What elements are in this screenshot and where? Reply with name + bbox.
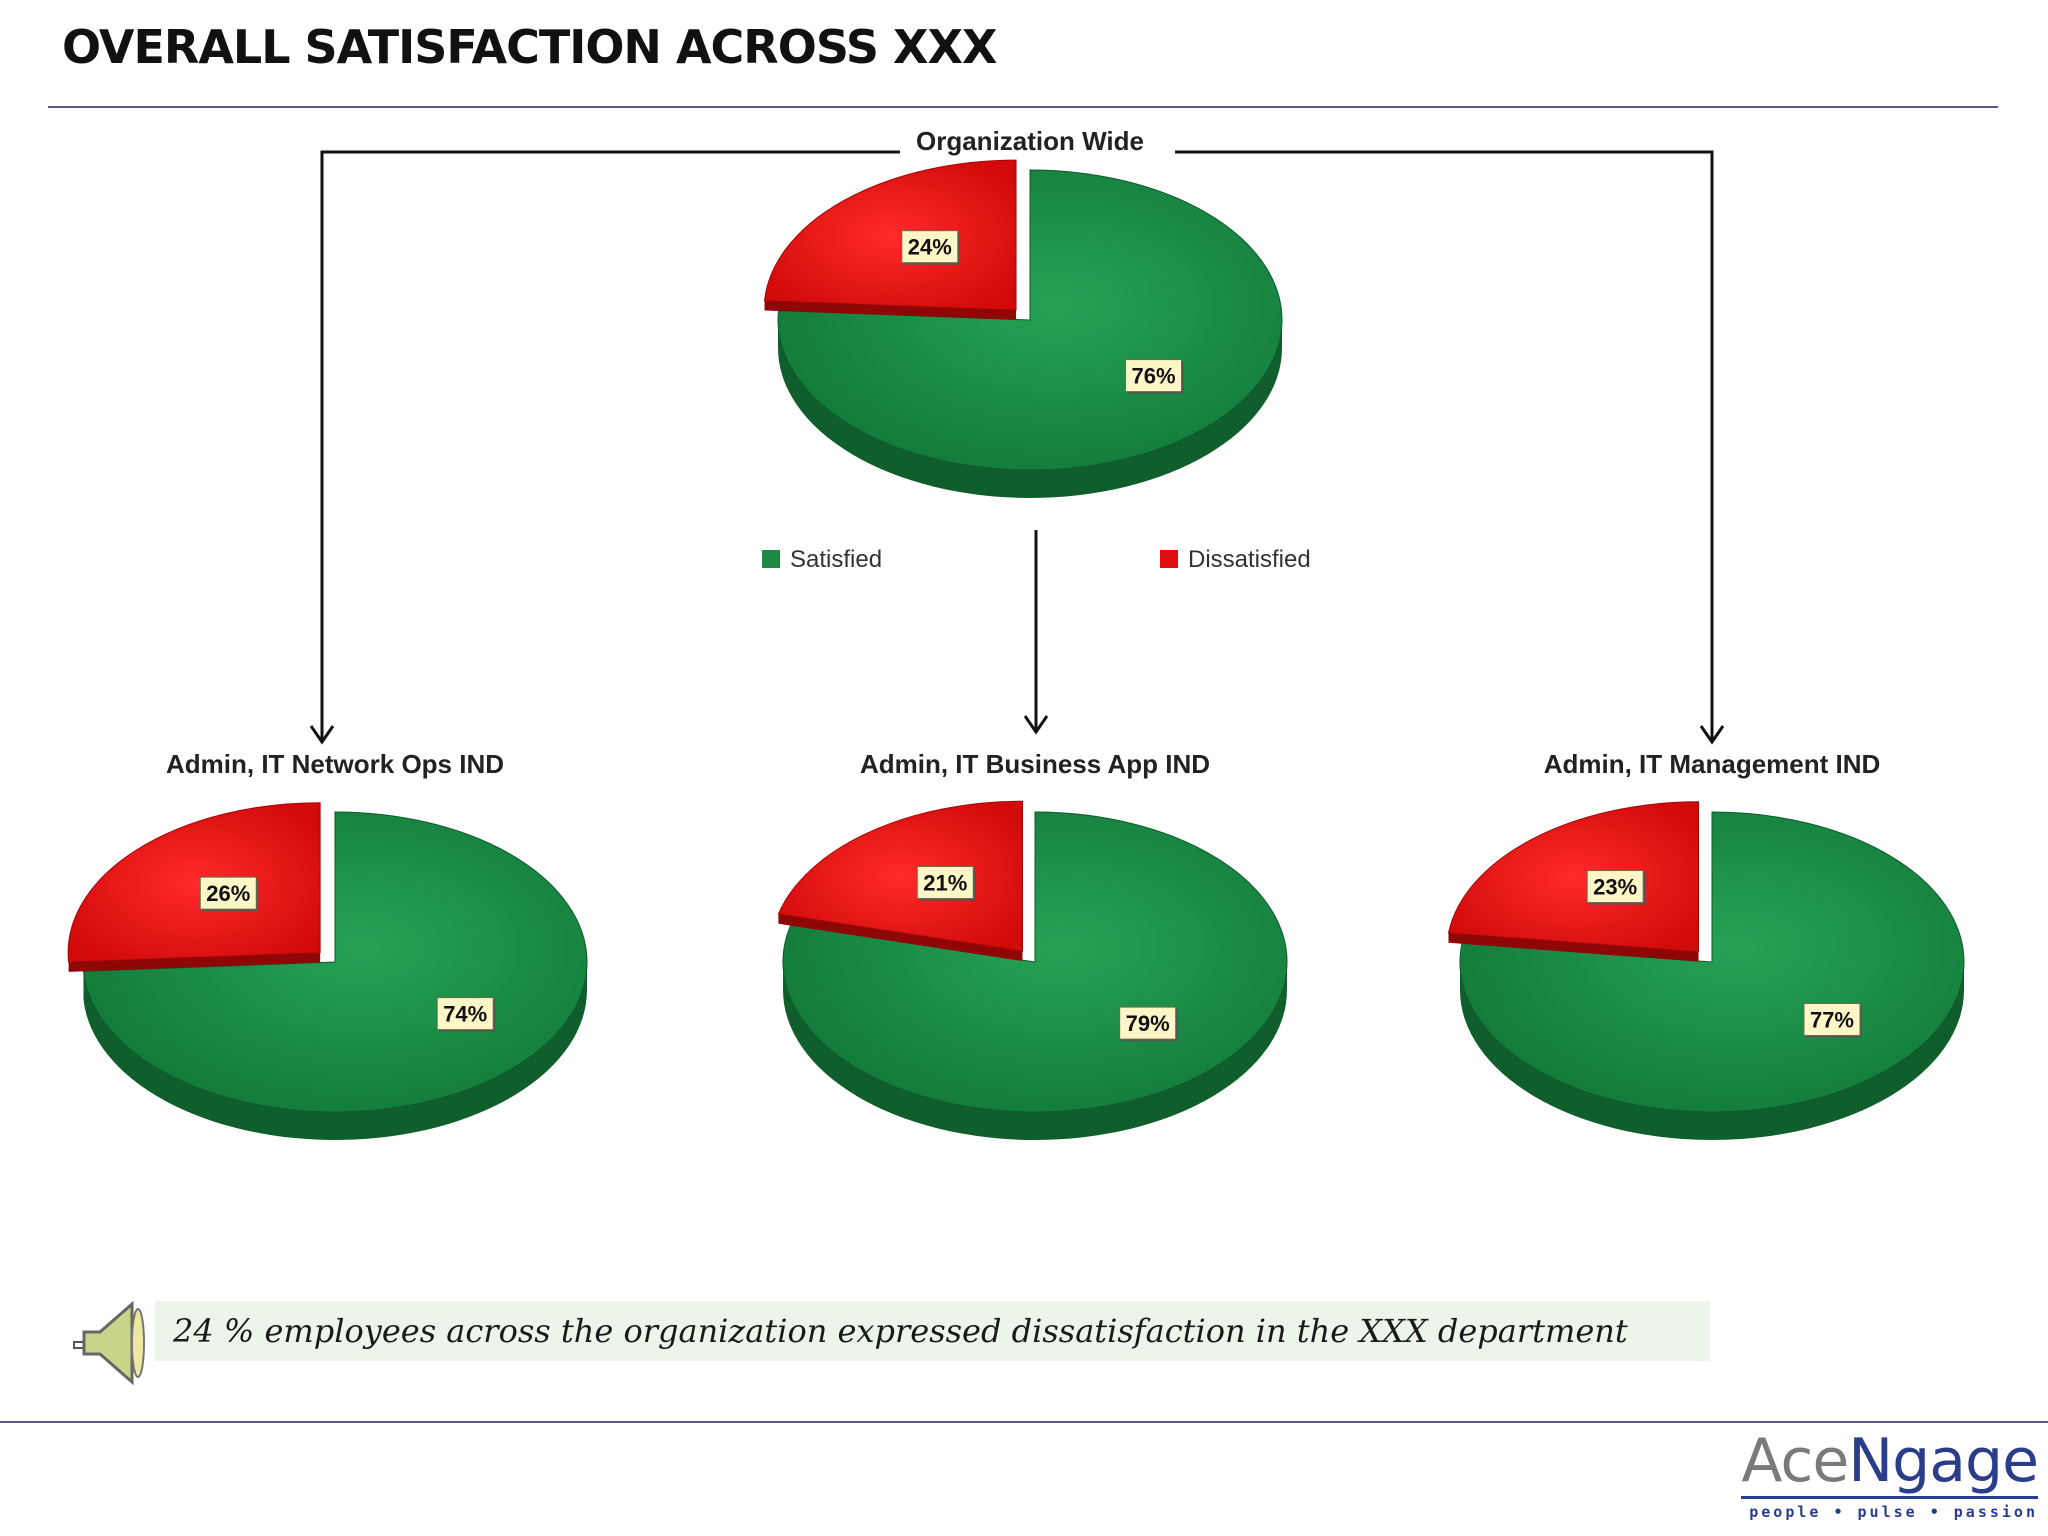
arrow-left bbox=[309, 725, 335, 745]
label-dissatisfied: 26% bbox=[206, 881, 250, 906]
label-dissatisfied: 24% bbox=[908, 235, 952, 260]
label-satisfied: 74% bbox=[443, 1002, 487, 1027]
legend-swatch-satisfied bbox=[762, 550, 780, 568]
slice-dissatisfied bbox=[777, 800, 1023, 952]
pie-title: Admin, IT Business App IND bbox=[860, 749, 1210, 779]
hierarchy-connectors bbox=[309, 150, 1725, 745]
pie-title: Admin, IT Network Ops IND bbox=[166, 749, 504, 779]
label-dissatisfied-box bbox=[901, 230, 959, 264]
label-satisfied: 79% bbox=[1126, 1011, 1170, 1036]
label-satisfied-box bbox=[1119, 1006, 1177, 1040]
header-divider bbox=[48, 106, 1998, 108]
slice-satisfied-side bbox=[83, 962, 588, 1141]
connector-left bbox=[320, 150, 900, 742]
slice-dissatisfied-side bbox=[778, 913, 1023, 962]
label-satisfied-box bbox=[436, 997, 494, 1031]
connector-right bbox=[1175, 150, 1714, 742]
label-dissatisfied-box bbox=[916, 866, 974, 900]
chart-legend: Satisfied Dissatisfied bbox=[762, 546, 1311, 573]
slice-satisfied-side bbox=[1460, 962, 1964, 1140]
pie-title: Organization Wide bbox=[916, 126, 1144, 156]
slice-satisfied-side bbox=[778, 320, 1282, 498]
slice-dissatisfied bbox=[763, 159, 1017, 311]
slice-satisfied-side bbox=[783, 962, 1287, 1140]
acengage-logo: AceNgage people • pulse • passion bbox=[1741, 1426, 2039, 1521]
slice-dissatisfied bbox=[1447, 801, 1700, 953]
label-dissatisfied: 21% bbox=[923, 871, 967, 896]
label-satisfied-box bbox=[1803, 1003, 1861, 1037]
label-dissatisfied-box bbox=[1586, 870, 1644, 904]
pie-management: Admin, IT Management IND 77% 23% bbox=[1447, 749, 1965, 1140]
label-satisfied: 76% bbox=[1131, 364, 1175, 389]
slice-satisfied bbox=[82, 811, 588, 1113]
insight-text: 24 % employees across the organization e… bbox=[173, 1312, 1628, 1350]
legend-swatch-dissatisfied bbox=[1160, 550, 1178, 568]
slice-dissatisfied-side bbox=[68, 952, 321, 972]
footer-divider bbox=[0, 1421, 2048, 1423]
arrow-center bbox=[1023, 715, 1049, 735]
slice-dissatisfied-side bbox=[764, 300, 1017, 320]
page-title: OVERALL SATISFACTION ACROSS XXX bbox=[62, 20, 997, 74]
legend-label-dissatisfied: Dissatisfied bbox=[1188, 546, 1311, 573]
label-satisfied-box bbox=[1125, 359, 1183, 393]
arrow-right bbox=[1699, 725, 1725, 745]
slice-satisfied bbox=[777, 169, 1283, 471]
label-dissatisfied: 23% bbox=[1593, 875, 1637, 900]
label-satisfied: 77% bbox=[1810, 1008, 1854, 1033]
insight-banner bbox=[155, 1301, 1710, 1361]
speaker-icon bbox=[73, 1300, 145, 1386]
legend-label-satisfied: Satisfied bbox=[790, 546, 882, 573]
pie-business: Admin, IT Business App IND 79% 21% bbox=[777, 749, 1288, 1140]
label-dissatisfied-box bbox=[199, 876, 257, 910]
slice-dissatisfied bbox=[67, 802, 321, 963]
pie-title: Admin, IT Management IND bbox=[1544, 749, 1881, 779]
pie-network: Admin, IT Network Ops IND 74% 26% bbox=[67, 749, 588, 1141]
slice-dissatisfied-side bbox=[1448, 932, 1699, 962]
pie-org: Organization Wide 76% 24% bbox=[763, 126, 1283, 498]
logo-tagline: people • pulse • passion bbox=[1749, 1503, 2038, 1521]
